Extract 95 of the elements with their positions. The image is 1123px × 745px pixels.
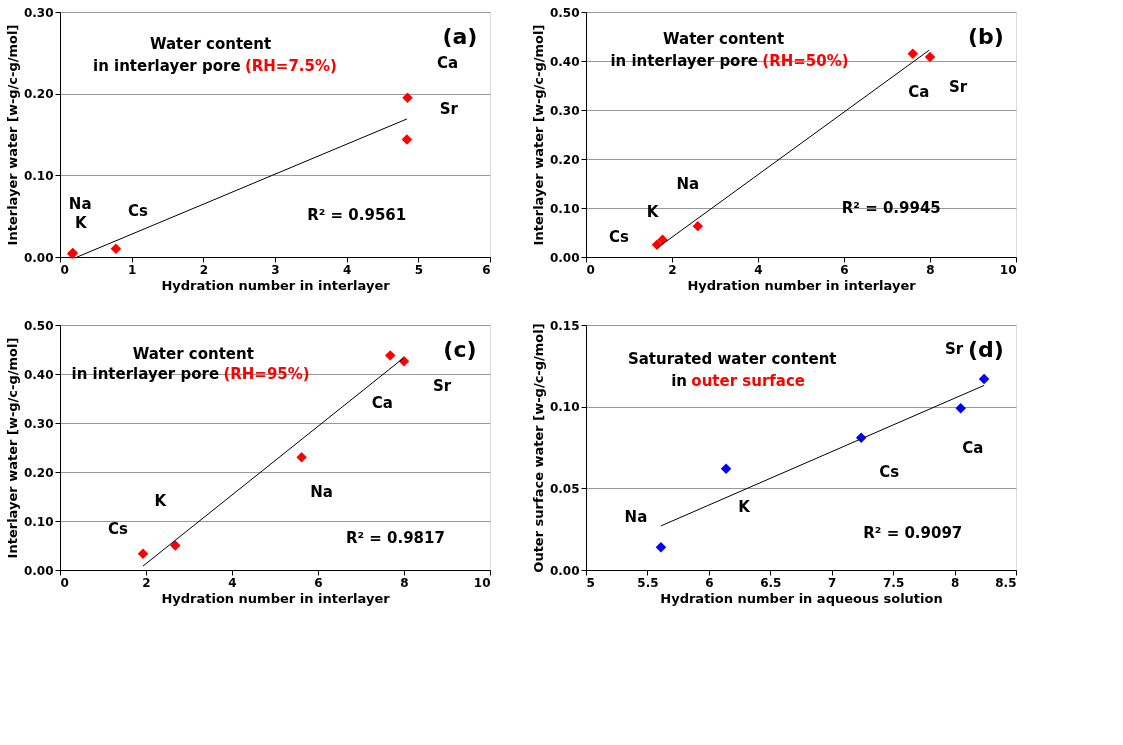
- annotation: Ca: [962, 439, 984, 458]
- annotation: Na: [676, 175, 700, 194]
- x-axis-title: Hydration number in aqueous solution: [660, 590, 943, 606]
- annotation: K: [154, 491, 168, 510]
- y-tick-label: 0.20: [23, 465, 54, 480]
- annotation: in interlayer pore: [93, 56, 241, 75]
- y-tick-label: 0.10: [23, 168, 54, 183]
- annotation: K: [646, 202, 660, 221]
- annotation: (c): [443, 336, 477, 362]
- x-tick-label: 4: [228, 575, 237, 590]
- annotation: Sr: [944, 339, 964, 358]
- annotation: Sr: [948, 78, 968, 97]
- x-tick-label: 1: [127, 262, 137, 277]
- y-tick-label: 0.30: [23, 416, 54, 431]
- y-axis-title: Outer surface water [w-g/c-g/mol]: [530, 323, 546, 573]
- annotation: Cs: [127, 201, 148, 220]
- annotation: in: [671, 372, 688, 391]
- y-tick-label: 0.40: [23, 367, 54, 382]
- x-tick-label: 2: [142, 575, 151, 590]
- annotation: (b): [967, 23, 1004, 49]
- annotation: (RH=95%): [223, 365, 310, 383]
- annotation: Na: [310, 483, 333, 502]
- annotation: Na: [624, 508, 648, 527]
- annotation: Na: [68, 194, 92, 213]
- x-tick-label: 0: [586, 262, 595, 277]
- y-tick-label: 0.20: [23, 87, 54, 102]
- annotation: Water content: [132, 345, 254, 364]
- x-tick-label: 8.5: [995, 575, 1017, 590]
- annotation: Cs: [608, 227, 629, 246]
- y-tick-label: 0.00: [23, 563, 54, 578]
- y-axis-title: Interlayer water [w-g/c-g/mol]: [530, 24, 546, 246]
- y-axis-title: Interlayer water [w-g/c-g/mol]: [4, 337, 20, 559]
- x-tick-label: 8: [400, 575, 409, 590]
- annotation: (RH=7.5%): [244, 56, 337, 75]
- x-tick-label: 6: [705, 575, 714, 590]
- y-tick-label: 0.10: [23, 514, 54, 529]
- x-tick-label: 5: [586, 575, 595, 590]
- y-tick-label: 0.00: [549, 563, 580, 578]
- annotation: Water content: [663, 29, 785, 48]
- annotation: R² = 0.9817: [345, 529, 445, 548]
- x-tick-label: 4: [342, 262, 352, 277]
- annotation: (RH=50%): [762, 52, 849, 70]
- annotation: K: [738, 497, 752, 516]
- x-tick-label: 5.5: [637, 575, 659, 590]
- annotation: Cs: [108, 519, 129, 538]
- y-tick-label: 0.10: [549, 201, 580, 216]
- x-tick-label: 6: [840, 262, 849, 277]
- annotation: Water content: [149, 34, 272, 53]
- x-tick-label: 4: [754, 262, 763, 277]
- y-tick-label: 0.40: [549, 54, 580, 69]
- x-tick-label: 6: [482, 262, 491, 277]
- x-tick-label: 5: [414, 262, 424, 277]
- annotation: K: [75, 213, 89, 232]
- annotation: Sr: [432, 377, 452, 396]
- x-tick-label: 0: [60, 262, 69, 277]
- annotation: Sr: [439, 100, 459, 119]
- annotation: Ca: [908, 82, 930, 101]
- x-tick-label: 7: [828, 575, 837, 590]
- y-tick-label: 0.15: [549, 318, 580, 333]
- x-axis-title: Hydration number in interlayer: [161, 277, 391, 293]
- y-tick-label: 0.30: [549, 103, 580, 118]
- y-tick-label: 0.00: [549, 250, 580, 265]
- annotation: R² = 0.9561: [307, 206, 407, 225]
- y-tick-label: 0.30: [23, 5, 54, 20]
- annotation: Ca: [437, 53, 459, 72]
- x-tick-label: 0: [60, 575, 69, 590]
- x-tick-label: 8: [926, 262, 935, 277]
- y-tick-label: 0.05: [549, 481, 580, 496]
- annotation: (d): [967, 336, 1004, 362]
- y-tick-label: 0.50: [23, 318, 54, 333]
- x-tick-label: 6: [314, 575, 323, 590]
- x-tick-label: 2: [668, 262, 677, 277]
- x-tick-label: 8: [950, 575, 960, 590]
- y-tick-label: 0.50: [549, 5, 580, 20]
- y-tick-label: 0.20: [549, 152, 580, 167]
- y-tick-label: 0.00: [23, 250, 54, 265]
- annotation: R² = 0.9945: [841, 199, 941, 217]
- x-axis-title: Hydration number in interlayer: [161, 590, 391, 606]
- x-tick-label: 3: [271, 262, 280, 277]
- x-tick-label: 10: [999, 262, 1017, 277]
- x-tick-label: 6.5: [760, 575, 782, 590]
- annotation: in interlayer pore: [71, 365, 220, 383]
- annotation: Saturated water content: [627, 350, 837, 369]
- x-axis-title: Hydration number in interlayer: [687, 277, 917, 293]
- annotation: in interlayer pore: [610, 52, 758, 70]
- x-tick-label: 7.5: [883, 575, 905, 590]
- x-tick-label: 10: [473, 575, 491, 590]
- annotation: outer surface: [691, 372, 806, 391]
- y-axis-title: Interlayer water [w-g/c-g/mol]: [4, 24, 20, 246]
- annotation: (a): [442, 23, 478, 49]
- annotation: R² = 0.9097: [863, 524, 963, 543]
- x-tick-label: 2: [199, 262, 209, 277]
- y-tick-label: 0.10: [549, 400, 580, 415]
- annotation: Cs: [879, 462, 900, 481]
- annotation: Ca: [371, 394, 393, 413]
